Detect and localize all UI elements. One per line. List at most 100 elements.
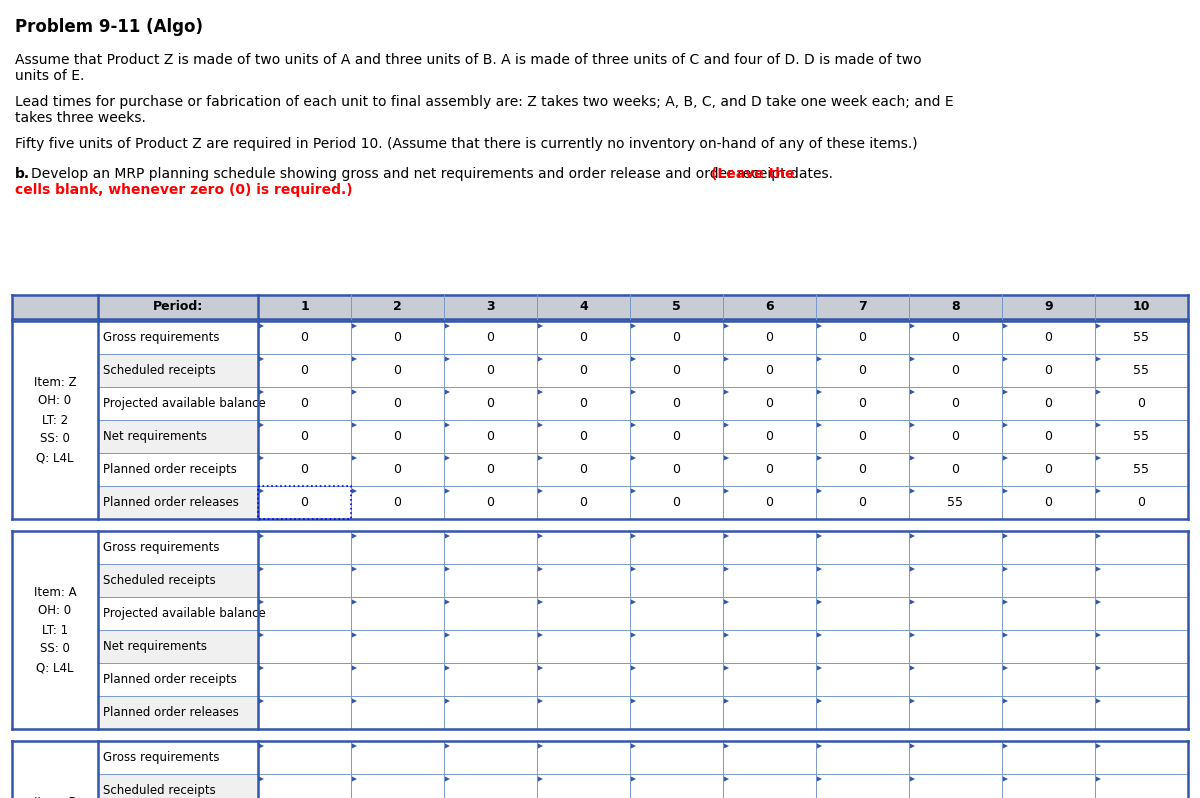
Bar	[1096, 354, 1188, 387]
Text: 0: 0	[672, 463, 680, 476]
Polygon shape	[258, 488, 264, 494]
Text: Planned order receipts: Planned order receipts	[103, 463, 236, 476]
Polygon shape	[538, 533, 542, 539]
Bar	[444, 741, 538, 774]
Bar	[1096, 387, 1188, 420]
Polygon shape	[538, 323, 542, 329]
Bar	[816, 420, 910, 453]
Polygon shape	[630, 488, 636, 494]
Text: 0: 0	[394, 430, 402, 443]
Polygon shape	[630, 422, 636, 428]
Bar	[352, 453, 444, 486]
Text: Projected available balance: Projected available balance	[103, 397, 265, 410]
Polygon shape	[816, 599, 822, 605]
Polygon shape	[722, 488, 730, 494]
Polygon shape	[444, 356, 450, 362]
Bar	[352, 597, 444, 630]
Bar	[1002, 486, 1096, 519]
Text: 0: 0	[486, 397, 494, 410]
Polygon shape	[1096, 776, 1102, 782]
Text: 0: 0	[580, 331, 588, 344]
Polygon shape	[1096, 743, 1102, 749]
Bar	[1096, 564, 1188, 597]
Text: Problem 9-11 (Algo): Problem 9-11 (Algo)	[14, 18, 203, 36]
Polygon shape	[910, 356, 916, 362]
Text: 3: 3	[486, 301, 494, 314]
Bar	[352, 387, 444, 420]
Polygon shape	[538, 698, 542, 704]
Bar	[538, 453, 630, 486]
Text: 0: 0	[300, 364, 308, 377]
Text: 0: 0	[1044, 463, 1052, 476]
Text: 1: 1	[300, 301, 308, 314]
Bar	[444, 321, 538, 354]
Polygon shape	[816, 455, 822, 461]
Polygon shape	[538, 632, 542, 638]
Text: 0: 0	[300, 496, 308, 509]
Polygon shape	[352, 356, 358, 362]
Text: 55: 55	[948, 496, 964, 509]
Bar	[444, 564, 538, 597]
Bar	[1096, 696, 1188, 729]
Bar	[444, 630, 538, 663]
Polygon shape	[1002, 389, 1008, 395]
Bar	[1002, 597, 1096, 630]
Polygon shape	[1096, 389, 1102, 395]
Polygon shape	[258, 356, 264, 362]
Bar	[12, 295, 1188, 319]
Bar	[816, 321, 910, 354]
Text: 0: 0	[858, 430, 866, 443]
Text: Planned order releases: Planned order releases	[103, 496, 239, 509]
Bar	[538, 597, 630, 630]
Polygon shape	[910, 389, 916, 395]
Bar	[352, 531, 444, 564]
Bar	[98, 597, 258, 630]
Bar	[352, 663, 444, 696]
Bar	[98, 321, 258, 354]
Polygon shape	[1002, 599, 1008, 605]
Text: 0: 0	[1044, 397, 1052, 410]
Bar	[538, 531, 630, 564]
Bar	[816, 696, 910, 729]
Text: 0: 0	[858, 364, 866, 377]
Polygon shape	[816, 632, 822, 638]
Bar	[1096, 531, 1188, 564]
Text: 0: 0	[394, 397, 402, 410]
Bar	[630, 630, 722, 663]
Text: Develop an MRP planning schedule showing gross and net requirements and order re: Develop an MRP planning schedule showing…	[31, 167, 838, 181]
Text: 0: 0	[952, 397, 960, 410]
Text: (Leave the: (Leave the	[710, 167, 794, 181]
Bar	[444, 387, 538, 420]
Bar	[538, 354, 630, 387]
Text: 0: 0	[486, 463, 494, 476]
Bar	[816, 486, 910, 519]
Text: Lead times for purchase or fabrication of each unit to final assembly are: Z tak: Lead times for purchase or fabrication o…	[14, 95, 954, 109]
Polygon shape	[816, 323, 822, 329]
Text: 0: 0	[300, 430, 308, 443]
Bar	[630, 453, 722, 486]
Bar	[1096, 630, 1188, 663]
Text: Period:: Period:	[152, 301, 203, 314]
Bar	[258, 453, 352, 486]
Text: Net requirements: Net requirements	[103, 640, 208, 653]
Polygon shape	[444, 776, 450, 782]
Text: 0: 0	[580, 397, 588, 410]
Text: 0: 0	[952, 430, 960, 443]
Bar	[444, 354, 538, 387]
Bar	[258, 696, 352, 729]
Bar	[910, 774, 1002, 798]
Text: 0: 0	[952, 463, 960, 476]
Text: 10: 10	[1133, 301, 1151, 314]
Polygon shape	[352, 743, 358, 749]
Polygon shape	[352, 566, 358, 572]
Bar	[1096, 741, 1188, 774]
Bar	[1096, 597, 1188, 630]
Bar	[816, 741, 910, 774]
Bar	[1002, 354, 1096, 387]
Text: 9: 9	[1044, 301, 1052, 314]
Polygon shape	[352, 599, 358, 605]
Polygon shape	[722, 743, 730, 749]
Text: 0: 0	[486, 430, 494, 443]
Text: 0: 0	[672, 397, 680, 410]
Bar	[352, 741, 444, 774]
